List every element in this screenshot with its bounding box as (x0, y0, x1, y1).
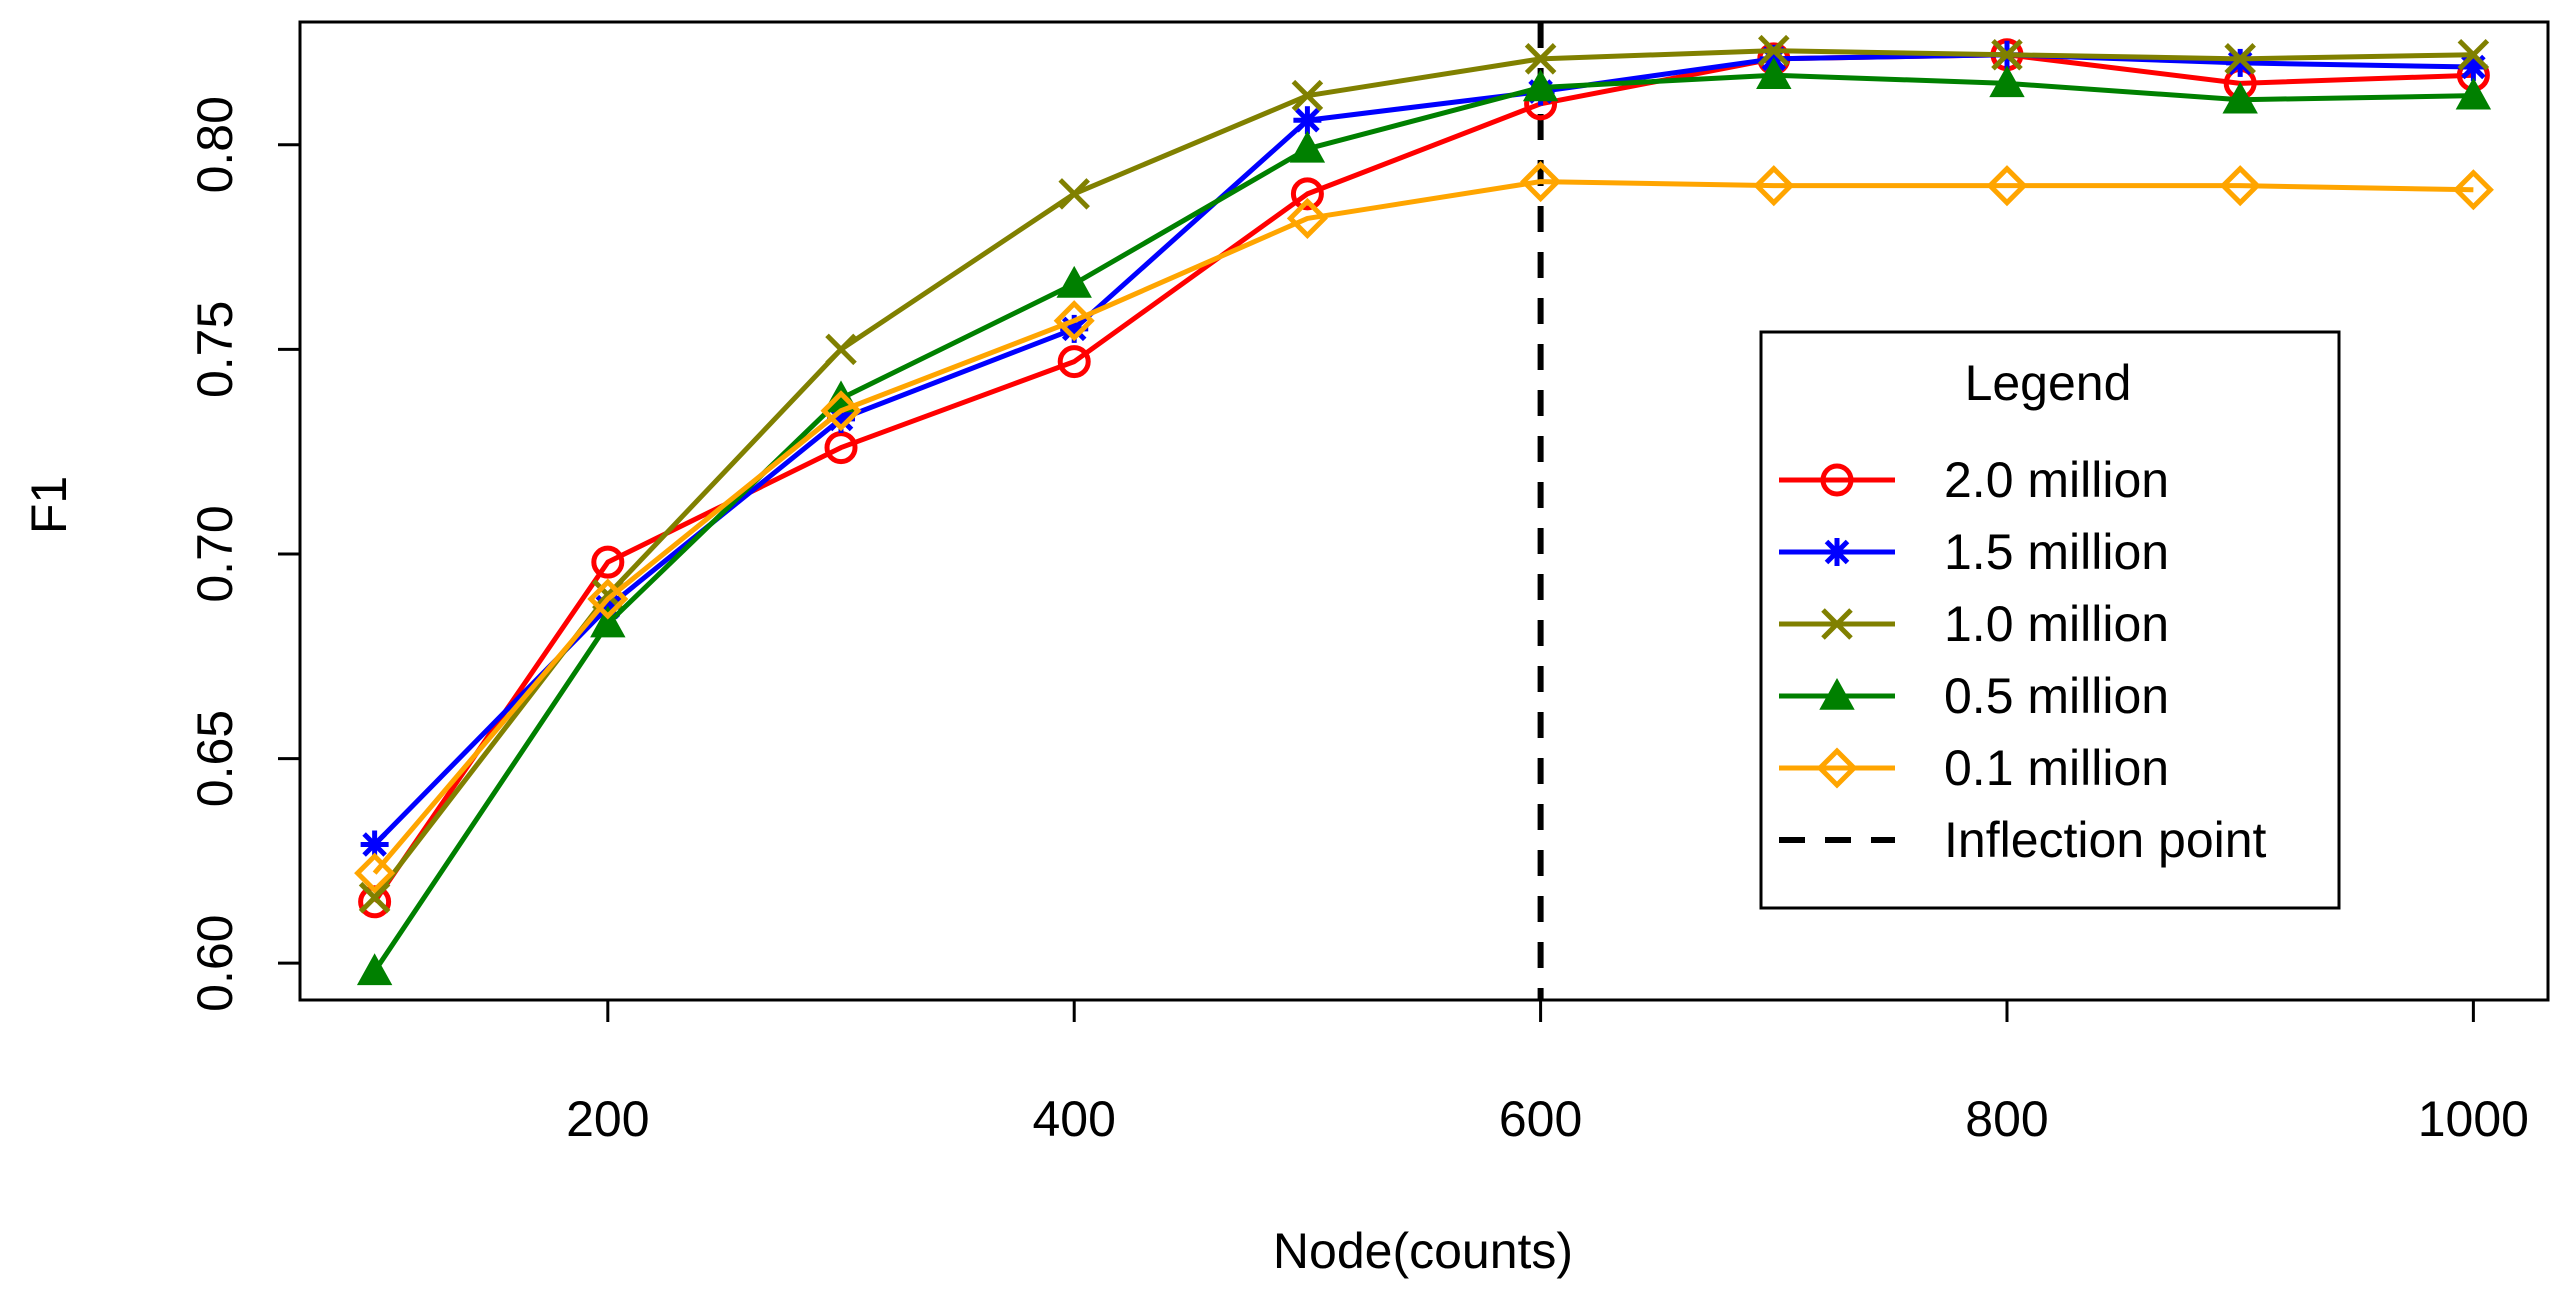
legend-label: 1.0 million (1944, 596, 2169, 652)
y-tick-label: 0.70 (187, 505, 243, 602)
data-point (1991, 38, 2023, 71)
legend-marker (1820, 463, 1854, 497)
x-tick-label: 600 (1499, 1091, 1582, 1147)
series-line (372, 72, 2474, 973)
data-point (587, 578, 629, 620)
data-point (1290, 177, 1324, 211)
legend-marker (1819, 677, 1855, 710)
x-tick-label: 1000 (2418, 1091, 2529, 1147)
y-tick-label: 0.65 (187, 710, 243, 807)
legend-marker (1823, 538, 1851, 566)
series-0-1-million (354, 161, 2494, 894)
data-point (1286, 197, 1328, 239)
data-point (2226, 48, 2255, 77)
x-tick-label: 400 (1032, 1091, 1115, 1147)
legend: Legend 2.0 million 1.5 million 1.0 million 0… (1759, 330, 2341, 910)
data-point (2457, 38, 2490, 71)
legend-entry: 1.0 million (1779, 596, 2169, 652)
legend-entry: 0.5 million (1779, 668, 2169, 724)
y-tick-label: 0.75 (187, 301, 243, 398)
series-line (372, 179, 2474, 875)
data-point (825, 333, 857, 366)
data-point (2224, 43, 2256, 75)
data-point (1986, 165, 2028, 207)
data-point (1758, 34, 1790, 67)
series-1-0-million (358, 34, 2490, 914)
legend-entry: 2.0 million (1779, 452, 2169, 508)
data-point (1293, 106, 1322, 135)
plot-frame (298, 20, 2550, 1002)
legend-label: 0.1 million (1944, 740, 2169, 796)
data-point (1053, 300, 1095, 342)
data-point (1520, 161, 1562, 203)
data-point (1756, 57, 1792, 89)
x-axis: 200 400 600 800 1000 (566, 1000, 2529, 1147)
legend-entry: 1.5 million (1779, 524, 2169, 580)
data-point (1524, 43, 1557, 75)
data-point (824, 431, 858, 465)
y-axis: 0.60 0.65 0.70 0.75 0.80 (187, 96, 300, 1012)
data-point (1289, 130, 1326, 163)
plot-border (298, 20, 2550, 1002)
series-layer (354, 34, 2494, 986)
legend-entry: Inflection point (1779, 812, 2267, 868)
data-point (1989, 65, 2025, 98)
data-point (1056, 265, 1092, 298)
legend-label: 1.5 million (1944, 524, 2169, 580)
data-point (2455, 77, 2492, 110)
legend-marker (1816, 747, 1858, 789)
x-tick-label: 200 (566, 1091, 649, 1147)
data-point (354, 852, 396, 894)
legend-entry: 0.1 million (1779, 740, 2169, 796)
data-point (356, 953, 393, 986)
legend-title: Legend (1965, 355, 2132, 411)
x-axis-title: Node(counts) (1273, 1223, 1573, 1279)
data-point (1522, 69, 1559, 102)
data-point (358, 881, 391, 914)
data-point (1753, 165, 1795, 207)
legend-label: Inflection point (1944, 812, 2267, 868)
data-point (2222, 81, 2258, 114)
legend-label: 2.0 million (1944, 452, 2169, 508)
data-point (1291, 79, 1324, 112)
legend-box (1759, 330, 2341, 910)
data-point (2219, 165, 2261, 207)
data-point (590, 605, 626, 638)
data-point (2452, 169, 2494, 211)
data-point (591, 545, 625, 579)
x-tick-label: 800 (1965, 1091, 2048, 1147)
legend-label: 0.5 million (1944, 668, 2169, 724)
y-tick-label: 0.80 (187, 96, 243, 193)
y-axis-title: F1 (21, 476, 77, 534)
legend-marker (1821, 608, 1853, 640)
data-point (820, 390, 862, 432)
series-line (372, 48, 2474, 900)
data-point (1057, 345, 1091, 379)
y-tick-label: 0.60 (187, 915, 243, 1012)
data-point (1058, 178, 1090, 210)
